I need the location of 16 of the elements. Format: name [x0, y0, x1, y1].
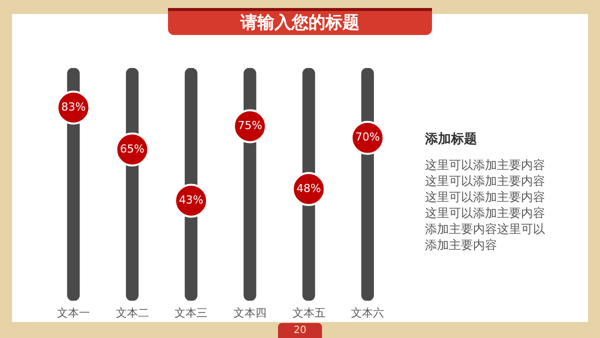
data-label: 48%: [296, 182, 321, 195]
x-tick-label: 文本四: [233, 306, 266, 320]
data-label: 75%: [238, 119, 262, 132]
data-label: 43%: [178, 194, 204, 207]
x-tick-label: 文本六: [351, 306, 384, 320]
text: 这里可以添加主要内容这里可以添加主要内容这里可以添加主要内容这里可以添加主要内容添加主要内容这里可以添加主要内容: [425, 157, 546, 253]
x-tick-label: 文本二: [116, 306, 149, 320]
x-tick-label: 文本三: [174, 306, 208, 320]
data-label: 83%: [61, 100, 86, 114]
chart-title: 请输入您的标题: [168, 8, 432, 35]
text: 添加标题: [425, 131, 477, 148]
data-label: 65%: [120, 142, 144, 156]
data-label: 70%: [355, 130, 380, 144]
x-tick-label: 文本五: [292, 306, 326, 320]
x-tick-label: 文本一: [56, 306, 90, 320]
text: 20: [278, 323, 322, 338]
